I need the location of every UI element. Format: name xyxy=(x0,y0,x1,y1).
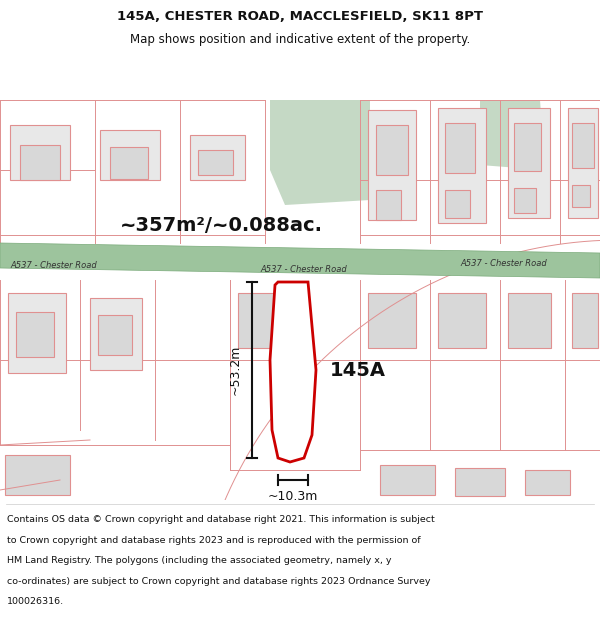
Bar xyxy=(8,293,66,373)
Text: ~357m²/~0.088ac.: ~357m²/~0.088ac. xyxy=(120,216,323,235)
Bar xyxy=(445,123,475,173)
Bar xyxy=(380,465,435,495)
Bar xyxy=(98,315,132,355)
Bar xyxy=(368,110,416,220)
Bar xyxy=(438,293,486,348)
Bar xyxy=(376,125,408,175)
Bar xyxy=(572,123,594,168)
Text: A537 - Chester Road: A537 - Chester Road xyxy=(260,266,347,274)
Bar xyxy=(445,190,470,218)
Bar xyxy=(572,293,598,348)
Bar xyxy=(90,298,142,370)
Polygon shape xyxy=(480,100,545,170)
Bar xyxy=(238,293,298,348)
Bar xyxy=(190,135,245,180)
Text: 145A, CHESTER ROAD, MACCLESFIELD, SK11 8PT: 145A, CHESTER ROAD, MACCLESFIELD, SK11 8… xyxy=(117,10,483,23)
Bar xyxy=(20,145,60,180)
Text: ~53.2m: ~53.2m xyxy=(229,345,242,395)
Bar xyxy=(514,123,541,171)
Text: 100026316.: 100026316. xyxy=(7,598,64,606)
Text: Contains OS data © Crown copyright and database right 2021. This information is : Contains OS data © Crown copyright and d… xyxy=(7,515,435,524)
Text: co-ordinates) are subject to Crown copyright and database rights 2023 Ordnance S: co-ordinates) are subject to Crown copyr… xyxy=(7,577,431,586)
Polygon shape xyxy=(0,243,600,278)
Text: HM Land Registry. The polygons (including the associated geometry, namely x, y: HM Land Registry. The polygons (includin… xyxy=(7,556,392,565)
Bar xyxy=(110,147,148,179)
Bar xyxy=(198,150,233,175)
Polygon shape xyxy=(270,100,370,205)
Bar xyxy=(100,130,160,180)
Text: ~10.3m: ~10.3m xyxy=(268,490,318,503)
Bar xyxy=(525,470,570,495)
Bar xyxy=(376,190,401,220)
Bar xyxy=(514,188,536,213)
Bar xyxy=(508,293,551,348)
Text: A537 - Chester Road: A537 - Chester Road xyxy=(10,261,97,269)
Text: Map shows position and indicative extent of the property.: Map shows position and indicative extent… xyxy=(130,32,470,46)
Bar xyxy=(438,108,486,223)
Bar xyxy=(5,455,70,495)
Bar xyxy=(572,185,590,207)
Text: 145A: 145A xyxy=(330,361,386,379)
Bar xyxy=(10,125,70,180)
Bar xyxy=(455,468,505,496)
Text: A537 - Chester Road: A537 - Chester Road xyxy=(460,259,547,268)
Polygon shape xyxy=(270,282,316,462)
Text: to Crown copyright and database rights 2023 and is reproduced with the permissio: to Crown copyright and database rights 2… xyxy=(7,536,421,544)
Bar xyxy=(16,312,54,357)
Bar xyxy=(568,108,598,218)
Bar xyxy=(508,108,550,218)
Bar xyxy=(368,293,416,348)
